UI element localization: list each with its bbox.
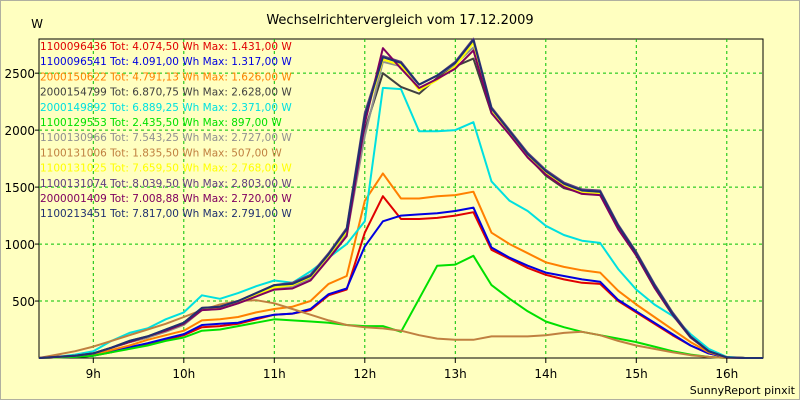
legend-entry-2000149892: 2000149892 Tot: 6.889,25 Wh Max: 2.371,0… [40, 102, 292, 114]
x-tick-label: 10h [172, 367, 195, 381]
y-tick-label: 1500 [4, 181, 35, 195]
x-tick-label: 14h [534, 367, 557, 381]
legend-entry-1100130966: 1100130966 Tot: 7.543,25 Wh Max: 2.727,0… [40, 132, 292, 144]
y-tick-label: 2000 [4, 124, 35, 138]
legend-entry-2000001409: 2000001409 Tot: 7.008,88 Wh Max: 2.720,0… [40, 193, 292, 205]
y-axis-ticks: 500 1000 1500 2000 2500 [4, 67, 39, 309]
legend-entry-1100129553: 1100129553 Tot: 2.435,50 Wh Max: 897,00 … [40, 117, 282, 129]
series-line-2000149892 [38, 86, 763, 359]
series-line-2000150622 [38, 172, 763, 359]
x-tick-label: 15h [625, 367, 648, 381]
legend-entry-1100096436: 1100096436 Tot: 4.074,50 Wh Max: 1.431,0… [40, 41, 292, 53]
y-tick-label: 2500 [4, 67, 35, 81]
y-axis-unit-label: W [31, 17, 43, 31]
chart-title: Wechselrichtervergleich vom 17.12.2009 [266, 13, 533, 28]
legend-entry-2000150622: 2000150622 Tot: 4.791,13 Wh Max: 1.626,0… [40, 71, 292, 83]
legend-entry-2000154799: 2000154799 Tot: 6.870,75 Wh Max: 2.628,0… [40, 87, 292, 99]
legend-entry-1100213451: 1100213451 Tot: 7.817,00 Wh Max: 2.791,0… [40, 208, 292, 220]
y-tick-label: 1000 [4, 238, 35, 252]
x-tick-label: 13h [444, 367, 467, 381]
report-credit: SunnyReport pinxit [690, 384, 796, 397]
x-tick-label: 11h [263, 367, 286, 381]
legend: 1100096436 Tot: 4.074,50 Wh Max: 1.431,0… [40, 41, 292, 220]
x-axis-ticks: 9h 10h 11h 12h 13h 14h 15h 16h [86, 358, 738, 381]
legend-entry-1100131074: 1100131074 Tot: 8.039,50 Wh Max: 2.803,0… [40, 178, 292, 190]
series-lines [38, 37, 763, 359]
series-line-1100131006 [38, 299, 763, 359]
series-line-1100213451 [38, 39, 763, 359]
legend-entry-1100131006: 1100131006 Tot: 1.835,50 Wh Max: 507,00 … [40, 147, 282, 159]
x-tick-label: 9h [86, 367, 101, 381]
series-line-1100129553 [38, 254, 763, 359]
legend-entry-1100096541: 1100096541 Tot: 4.091,00 Wh Max: 1.317,0… [40, 56, 292, 68]
series-line-1100096541 [38, 206, 763, 359]
y-tick-label: 500 [12, 295, 35, 309]
legend-entry-1100131025: 1100131025 Tot: 7.659,50 Wh Max: 2.768,0… [40, 163, 292, 175]
grid-lines [39, 39, 763, 358]
x-tick-label: 16h [715, 367, 738, 381]
x-tick-label: 12h [353, 367, 376, 381]
